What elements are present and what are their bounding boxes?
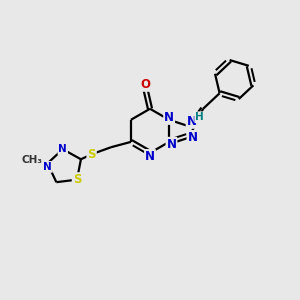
Text: S: S <box>73 173 81 186</box>
Text: N: N <box>43 162 52 172</box>
Text: N: N <box>167 138 176 151</box>
Text: CH₃: CH₃ <box>21 155 42 165</box>
Text: N: N <box>145 150 155 163</box>
Text: N: N <box>58 144 67 154</box>
Text: O: O <box>141 78 151 91</box>
Text: N: N <box>188 131 197 144</box>
Text: H: H <box>195 112 204 122</box>
Text: S: S <box>87 148 96 161</box>
Text: N: N <box>164 111 174 124</box>
Text: N: N <box>187 115 196 128</box>
